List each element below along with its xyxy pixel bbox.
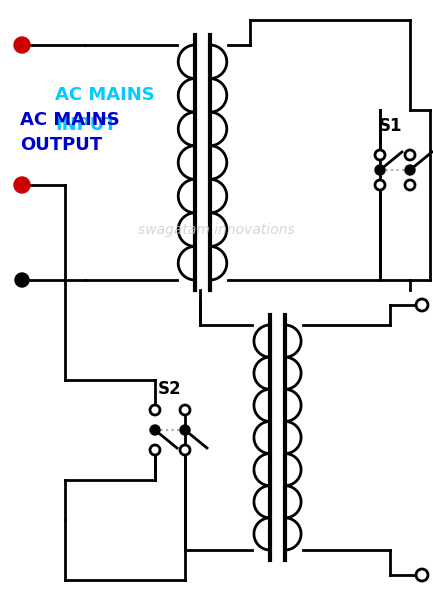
- Text: AC MAINS: AC MAINS: [20, 111, 120, 129]
- Text: OUTPUT: OUTPUT: [20, 136, 102, 154]
- Circle shape: [14, 177, 30, 193]
- Circle shape: [15, 273, 29, 287]
- Circle shape: [180, 445, 190, 455]
- Circle shape: [375, 165, 385, 175]
- Circle shape: [416, 569, 428, 581]
- Circle shape: [416, 299, 428, 311]
- Text: S2: S2: [158, 380, 182, 398]
- Circle shape: [14, 37, 30, 53]
- Circle shape: [405, 150, 415, 160]
- Circle shape: [150, 405, 160, 415]
- Circle shape: [405, 165, 415, 175]
- Text: S1: S1: [378, 117, 402, 135]
- Circle shape: [150, 445, 160, 455]
- Circle shape: [375, 150, 385, 160]
- Circle shape: [150, 425, 160, 435]
- Circle shape: [180, 425, 190, 435]
- Circle shape: [375, 180, 385, 190]
- Text: AC MAINS
INPUT: AC MAINS INPUT: [55, 86, 155, 134]
- Text: swagatam innovations: swagatam innovations: [138, 223, 294, 237]
- Circle shape: [405, 180, 415, 190]
- Circle shape: [180, 405, 190, 415]
